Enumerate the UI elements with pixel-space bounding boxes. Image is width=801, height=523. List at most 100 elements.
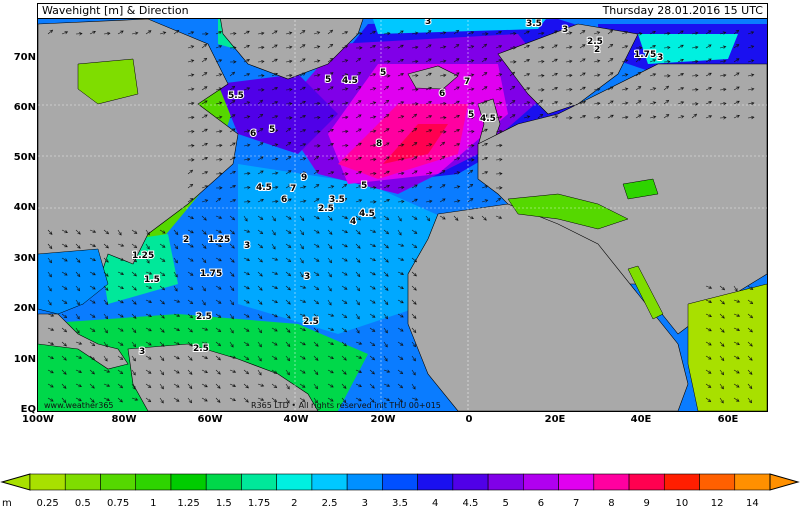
direction-arrow xyxy=(481,114,488,119)
direction-arrow xyxy=(537,113,544,119)
direction-arrow xyxy=(621,59,629,63)
direction-arrow xyxy=(187,144,195,148)
direction-arrow xyxy=(215,197,222,203)
direction-arrow xyxy=(75,229,81,235)
direction-arrow xyxy=(271,215,276,222)
direction-arrow xyxy=(257,369,262,376)
direction-arrow xyxy=(299,397,306,402)
direction-arrow xyxy=(341,45,349,49)
direction-arrow xyxy=(425,58,432,63)
direction-arrow xyxy=(733,86,740,91)
direction-arrow xyxy=(551,115,559,119)
direction-arrow xyxy=(229,185,237,189)
direction-arrow xyxy=(187,271,194,276)
direction-arrow xyxy=(243,229,251,233)
direction-arrow xyxy=(383,184,390,189)
direction-arrow xyxy=(61,243,68,248)
wave-height-label: 5 xyxy=(468,110,474,120)
direction-arrow xyxy=(341,257,348,262)
direction-arrow xyxy=(369,285,376,290)
direction-arrow xyxy=(327,128,334,133)
lon-label: 0 xyxy=(465,414,473,425)
legend-tick-label: 1 xyxy=(150,498,157,509)
direction-arrow xyxy=(663,114,670,119)
legend-tick-label: 1.75 xyxy=(247,498,271,509)
legend-tick-label: 4 xyxy=(432,498,439,509)
direction-arrow xyxy=(383,156,390,161)
direction-arrow xyxy=(355,156,362,161)
lat-label: 20N xyxy=(13,303,36,314)
direction-arrow xyxy=(397,271,405,275)
direction-arrow xyxy=(159,383,164,390)
direction-arrow xyxy=(117,383,124,389)
direction-arrow xyxy=(313,87,321,92)
direction-arrow xyxy=(439,215,446,220)
direction-arrow xyxy=(383,285,389,291)
direction-arrow xyxy=(173,285,178,292)
direction-arrow xyxy=(439,59,447,63)
wave-height-label: 7 xyxy=(290,184,296,194)
direction-arrow xyxy=(383,85,390,91)
direction-arrow xyxy=(61,257,68,262)
direction-arrow xyxy=(215,341,222,347)
direction-arrow xyxy=(215,327,222,333)
direction-arrow xyxy=(719,369,725,376)
direction-arrow xyxy=(173,229,179,236)
direction-arrow xyxy=(243,397,249,403)
direction-arrow xyxy=(285,73,293,78)
direction-arrow xyxy=(313,144,321,148)
direction-arrow xyxy=(47,369,54,374)
direction-arrow xyxy=(747,87,755,91)
direction-arrow xyxy=(383,60,391,64)
legend-swatch xyxy=(205,473,242,491)
direction-arrow xyxy=(453,171,461,175)
direction-arrow xyxy=(327,397,334,402)
direction-arrow xyxy=(425,199,433,204)
direction-arrow xyxy=(383,327,388,334)
direction-arrow xyxy=(131,313,137,319)
direction-arrow xyxy=(355,327,360,334)
direction-arrow xyxy=(299,369,306,374)
direction-arrow xyxy=(495,186,503,190)
direction-arrow xyxy=(383,341,388,348)
direction-arrow xyxy=(369,299,376,304)
direction-arrow xyxy=(355,185,363,189)
direction-arrow xyxy=(467,183,474,189)
direction-arrow xyxy=(271,341,278,346)
direction-arrow xyxy=(187,87,195,91)
direction-arrow xyxy=(355,341,363,345)
direction-arrow xyxy=(705,115,713,119)
direction-arrow xyxy=(341,183,348,189)
direction-arrow xyxy=(369,101,377,105)
direction-arrow xyxy=(271,383,278,389)
direction-arrow xyxy=(117,369,124,375)
wave-height-label: 1.25 xyxy=(208,235,230,245)
wave-height-label: 3 xyxy=(657,53,663,63)
direction-arrow xyxy=(663,31,671,36)
direction-arrow xyxy=(89,285,96,290)
direction-arrow xyxy=(299,44,306,49)
direction-arrow xyxy=(355,271,361,278)
direction-arrow xyxy=(271,299,278,304)
direction-arrow xyxy=(145,30,152,35)
direction-arrow xyxy=(173,313,181,317)
direction-arrow xyxy=(187,257,194,262)
direction-arrow xyxy=(369,397,375,403)
direction-arrow xyxy=(313,59,321,63)
direction-arrow xyxy=(411,229,418,234)
direction-arrow xyxy=(691,73,699,78)
direction-arrow xyxy=(117,257,125,261)
direction-arrow xyxy=(495,157,503,162)
direction-arrow xyxy=(103,327,108,334)
direction-arrow xyxy=(705,101,713,105)
direction-arrow xyxy=(117,327,124,332)
direction-arrow xyxy=(439,116,447,120)
direction-arrow xyxy=(61,369,67,375)
direction-arrow xyxy=(327,355,334,360)
direction-arrow xyxy=(285,355,291,362)
direction-arrow xyxy=(285,184,292,189)
direction-arrow xyxy=(369,73,377,77)
direction-arrow xyxy=(453,100,460,105)
direction-arrow xyxy=(103,257,109,263)
direction-arrow xyxy=(271,157,279,161)
